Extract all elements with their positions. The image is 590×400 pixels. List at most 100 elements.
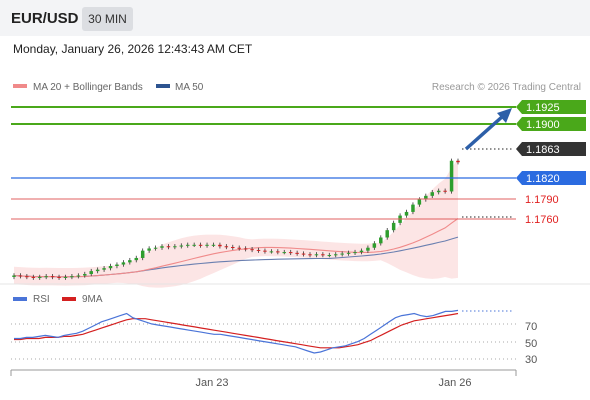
candle: [57, 274, 61, 280]
timestamp: Monday, January 26, 2026 12:43:43 AM CET: [13, 42, 253, 56]
candle-body: [353, 252, 357, 254]
candle-body: [160, 246, 164, 248]
candle-body: [411, 204, 415, 212]
candle: [12, 273, 16, 280]
candle: [224, 244, 229, 250]
candle-body: [12, 275, 16, 277]
candle: [173, 244, 177, 250]
candle: [115, 262, 119, 269]
candle-body: [63, 276, 68, 278]
candle-body: [308, 254, 312, 256]
candle-body: [424, 195, 428, 200]
candle-body: [89, 271, 93, 275]
candle: [63, 274, 68, 280]
rsi-tick-70: 70: [525, 321, 537, 333]
candle: [218, 242, 222, 249]
candle-body: [140, 250, 145, 258]
candle: [411, 202, 415, 215]
candle-body: [211, 244, 216, 246]
candle-body: [288, 252, 293, 254]
candle: [308, 252, 312, 258]
candle: [340, 251, 344, 257]
candle: [359, 248, 364, 255]
candle-body: [198, 244, 203, 246]
candle: [327, 252, 332, 258]
candle-body: [269, 251, 274, 253]
level-label-1760: 1.1760: [525, 214, 559, 226]
ma20-line: [13, 218, 459, 278]
candle: [288, 249, 293, 256]
candle-body: [44, 276, 48, 278]
ma50-legend-swatch: [156, 84, 170, 88]
candle-body: [147, 248, 151, 251]
candle: [18, 273, 23, 279]
candle-body: [321, 254, 325, 256]
candle-body: [237, 247, 241, 249]
candle: [83, 271, 87, 278]
bollinger-band-area: [14, 159, 458, 288]
candle: [89, 268, 93, 277]
candle-body: [121, 262, 126, 265]
projection-arrow-shaft: [464, 114, 505, 151]
candle: [346, 250, 351, 256]
candle: [25, 274, 29, 280]
candle-body: [179, 245, 184, 247]
rsi-line: [14, 309, 459, 354]
candle: [128, 257, 132, 265]
candle: [31, 274, 36, 280]
candle: [424, 193, 428, 202]
candle: [295, 250, 299, 256]
candle-body: [218, 244, 222, 247]
candle-body: [128, 260, 132, 263]
candle-body: [404, 211, 409, 216]
level-label-1790: 1.1790: [525, 194, 559, 206]
candle: [391, 220, 396, 233]
rsi-tick-50: 50: [525, 338, 537, 350]
candle-body: [224, 246, 229, 248]
currency-pair-title: EUR/USD: [11, 10, 79, 27]
credit-text: Research © 2026 Trading Central: [432, 82, 581, 93]
ma20-legend-label: MA 20 + Bollinger Bands: [33, 82, 143, 93]
candle-body: [108, 266, 113, 269]
candle-body: [185, 244, 190, 246]
candle: [301, 251, 306, 257]
candle: [430, 190, 435, 199]
candle-body: [276, 251, 280, 253]
x-tick-jan23: Jan 23: [195, 377, 228, 389]
ma20-legend-swatch: [13, 84, 27, 88]
candle-body: [50, 276, 55, 278]
ma9-legend-label: 9MA: [82, 294, 103, 305]
candle: [166, 244, 171, 250]
candle: [205, 242, 209, 248]
rsi-tick-30: 30: [525, 354, 537, 366]
candle-body: [256, 249, 261, 251]
candle-body: [301, 253, 306, 255]
svg-text:1.1820: 1.1820: [526, 173, 560, 185]
candle: [44, 274, 48, 280]
candle-body: [449, 160, 454, 192]
x-tick-jan26: Jan 26: [438, 377, 471, 389]
timeframe-button[interactable]: 30 MIN: [82, 7, 133, 31]
candle: [231, 244, 235, 250]
candle-body: [282, 252, 287, 254]
candle-body: [243, 248, 248, 250]
candle: [102, 266, 106, 272]
candle-body: [173, 246, 177, 248]
candle-body: [391, 222, 396, 231]
candle-body: [57, 276, 61, 278]
candle: [372, 241, 377, 250]
candle: [366, 245, 370, 253]
candle-body: [83, 274, 87, 276]
candle: [185, 242, 190, 248]
candle-body: [37, 276, 42, 278]
candle-body: [314, 254, 319, 256]
candle-body: [456, 160, 460, 163]
ma9-legend-swatch: [62, 297, 76, 301]
candle-body: [359, 250, 364, 253]
projection-arrow-head: [497, 108, 512, 123]
candle: [108, 263, 113, 271]
svg-text:1.1925: 1.1925: [526, 102, 560, 114]
candle-body: [192, 244, 196, 246]
candle: [256, 247, 261, 253]
candle: [443, 188, 447, 194]
